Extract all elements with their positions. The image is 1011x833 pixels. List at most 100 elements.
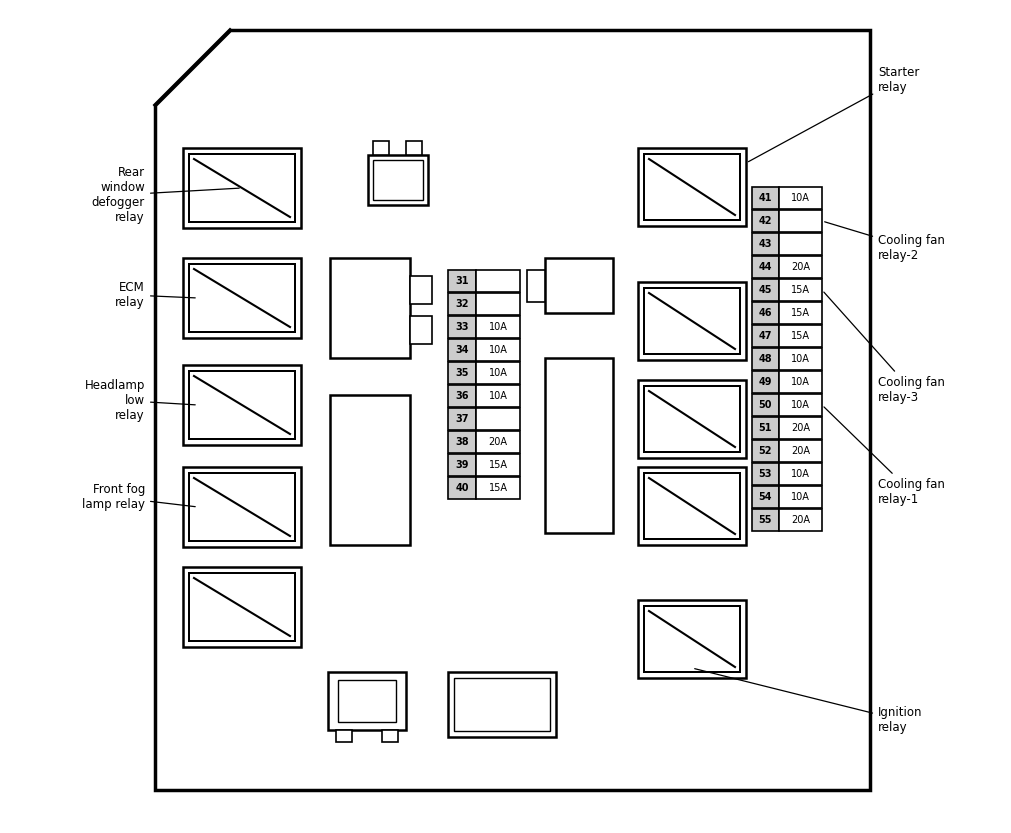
Bar	[475, 270, 520, 292]
Bar	[448, 270, 475, 292]
Bar	[189, 573, 295, 641]
Bar	[643, 606, 739, 672]
Text: 49: 49	[758, 377, 771, 387]
Text: 10A: 10A	[488, 322, 507, 332]
Text: 40: 40	[455, 483, 468, 493]
Bar	[454, 678, 549, 731]
Bar	[330, 395, 409, 545]
Text: 43: 43	[758, 239, 771, 249]
Bar	[751, 210, 778, 232]
Bar	[751, 187, 778, 209]
Text: 47: 47	[758, 331, 771, 341]
Text: 10A: 10A	[488, 368, 507, 378]
Text: 34: 34	[455, 345, 468, 355]
Text: 53: 53	[758, 469, 771, 479]
Bar	[527, 270, 545, 302]
Bar	[381, 730, 397, 742]
Bar	[183, 467, 300, 547]
Bar	[637, 380, 745, 458]
Bar	[189, 473, 295, 541]
Bar	[373, 141, 388, 155]
Bar	[643, 473, 739, 539]
Bar	[328, 672, 405, 730]
Bar	[751, 394, 778, 416]
Bar	[778, 463, 821, 485]
Bar	[751, 417, 778, 439]
Bar	[338, 680, 395, 722]
Bar	[183, 567, 300, 647]
Bar	[475, 293, 520, 315]
Bar	[643, 288, 739, 354]
Polygon shape	[155, 30, 869, 790]
Bar	[373, 160, 423, 200]
Text: 51: 51	[758, 423, 771, 433]
Text: 38: 38	[455, 437, 468, 447]
Bar	[448, 385, 475, 407]
Bar	[778, 417, 821, 439]
Bar	[751, 233, 778, 255]
Text: 32: 32	[455, 299, 468, 309]
Text: 20A: 20A	[791, 262, 809, 272]
Bar	[751, 371, 778, 393]
Text: 52: 52	[758, 446, 771, 456]
Text: 42: 42	[758, 216, 771, 226]
Bar	[778, 509, 821, 531]
Text: Cooling fan
relay-2: Cooling fan relay-2	[824, 222, 944, 262]
Text: 33: 33	[455, 322, 468, 332]
Bar	[637, 148, 745, 226]
Bar	[778, 210, 821, 232]
Bar	[751, 348, 778, 370]
Bar	[475, 385, 520, 407]
Bar	[448, 362, 475, 384]
Bar	[330, 258, 409, 358]
Text: 15A: 15A	[488, 483, 507, 493]
Bar	[448, 672, 555, 737]
Text: 10A: 10A	[791, 492, 809, 502]
Bar	[475, 408, 520, 430]
Text: Starter
relay: Starter relay	[748, 66, 918, 162]
Bar	[778, 486, 821, 508]
Text: 10A: 10A	[791, 193, 809, 203]
Bar	[475, 316, 520, 338]
Bar	[183, 365, 300, 445]
Text: Cooling fan
relay-3: Cooling fan relay-3	[823, 292, 944, 404]
Text: 15A: 15A	[791, 331, 809, 341]
Text: Front fog
lamp relay: Front fog lamp relay	[82, 483, 195, 511]
Bar	[336, 730, 352, 742]
Text: 15A: 15A	[488, 460, 507, 470]
Text: 15A: 15A	[791, 308, 809, 318]
Bar	[778, 371, 821, 393]
Bar	[778, 233, 821, 255]
Bar	[183, 258, 300, 338]
Text: 20A: 20A	[791, 423, 809, 433]
Bar	[448, 408, 475, 430]
Text: Ignition
relay: Ignition relay	[694, 669, 922, 734]
Bar	[545, 258, 613, 313]
Bar	[475, 454, 520, 476]
Bar	[448, 477, 475, 499]
Text: 48: 48	[758, 354, 771, 364]
Text: 20A: 20A	[791, 446, 809, 456]
Bar	[189, 264, 295, 332]
Bar	[778, 279, 821, 301]
Text: 36: 36	[455, 391, 468, 401]
Bar	[778, 348, 821, 370]
Bar	[545, 358, 613, 533]
Bar	[778, 440, 821, 462]
Bar	[637, 600, 745, 678]
Bar	[751, 256, 778, 278]
Text: 39: 39	[455, 460, 468, 470]
Bar	[778, 302, 821, 324]
Bar	[448, 293, 475, 315]
Bar	[448, 454, 475, 476]
Text: 54: 54	[758, 492, 771, 502]
Bar	[751, 509, 778, 531]
Bar	[778, 187, 821, 209]
Bar	[405, 141, 422, 155]
Text: 10A: 10A	[791, 400, 809, 410]
Text: 50: 50	[758, 400, 771, 410]
Text: 37: 37	[455, 414, 468, 424]
Bar	[189, 154, 295, 222]
Bar	[409, 276, 432, 304]
Bar	[448, 316, 475, 338]
